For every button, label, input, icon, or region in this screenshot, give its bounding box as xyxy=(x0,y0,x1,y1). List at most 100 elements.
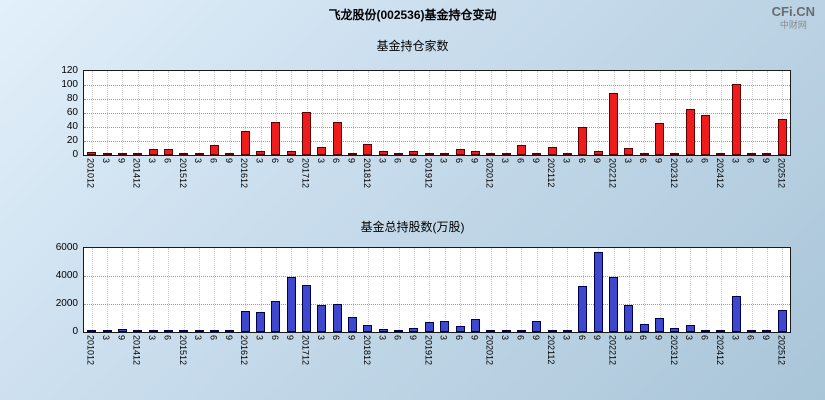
x-tick-slot: 201712 xyxy=(298,158,313,202)
bar-201512 xyxy=(179,153,189,155)
x-tick-slot: 3 xyxy=(436,335,451,379)
bar-3 xyxy=(256,151,265,155)
x-tick-label: 6 xyxy=(638,335,649,341)
x-tick-slot: 3 xyxy=(190,158,205,202)
x-tick-slot: 6 xyxy=(206,158,221,202)
vertical-grid-line xyxy=(337,71,339,155)
x-tick-label: 201512 xyxy=(177,158,188,189)
horizontal-grid-line xyxy=(84,276,790,277)
x-tick-slot: 3 xyxy=(497,158,512,202)
vertical-grid-line xyxy=(582,71,584,155)
x-tick-label: 201712 xyxy=(300,158,311,189)
x-tick-slot: 6 xyxy=(574,335,589,379)
x-tick-slot: 6 xyxy=(513,158,528,202)
bar-6 xyxy=(271,122,281,155)
x-tick-label: 3 xyxy=(438,158,449,164)
cfi-brand-logo: CFi.CN xyxy=(771,4,815,19)
x-tick-label: 3 xyxy=(684,158,695,164)
bar-6 xyxy=(639,153,649,155)
x-tick-slot: 9 xyxy=(405,158,420,202)
x-tick-label: 3 xyxy=(500,158,511,164)
bar-9 xyxy=(117,153,127,155)
x-tick-slot: 9 xyxy=(589,158,604,202)
vertical-grid-line xyxy=(720,248,722,332)
x-tick-slot: 202312 xyxy=(666,158,681,202)
bar-6 xyxy=(578,286,588,332)
x-tick-slot: 3 xyxy=(375,158,390,202)
x-tick-slot: 9 xyxy=(283,335,298,379)
x-tick-label: 6 xyxy=(454,335,465,341)
x-tick-label: 3 xyxy=(561,158,572,164)
x-tick-slot: 6 xyxy=(329,158,344,202)
x-tick-label: 202012 xyxy=(484,158,495,189)
bar-201412 xyxy=(133,153,143,155)
x-tick-slot: 3 xyxy=(98,158,113,202)
bar-201012 xyxy=(87,330,97,332)
y-tick-label: 4000 xyxy=(55,270,78,281)
vertical-grid-line xyxy=(153,71,155,155)
bar-3 xyxy=(624,305,634,332)
vertical-grid-line xyxy=(460,71,462,155)
bar-3 xyxy=(731,84,741,155)
x-tick-label: 202112 xyxy=(546,335,557,365)
x-tick-slot: 201412 xyxy=(129,335,144,379)
x-tick-slot: 6 xyxy=(743,335,758,379)
bar-3 xyxy=(562,153,572,155)
y-tick-label: 80 xyxy=(66,93,78,104)
vertical-grid-line xyxy=(107,71,109,155)
x-tick-slot: 201512 xyxy=(175,158,190,202)
x-tick-label: 202312 xyxy=(668,335,679,366)
vertical-grid-line xyxy=(122,248,124,332)
x-tick-label: 6 xyxy=(638,158,649,164)
vertical-grid-line xyxy=(321,71,323,155)
x-tick-label: 3 xyxy=(315,335,326,341)
vertical-grid-line xyxy=(521,248,523,332)
x-tick-slot: 9 xyxy=(221,158,236,202)
x-tick-label: 202512 xyxy=(776,158,787,189)
vertical-grid-line xyxy=(766,71,768,155)
x-tick-slot: 202512 xyxy=(774,335,789,379)
x-tick-slot: 202212 xyxy=(605,158,620,202)
bar-3 xyxy=(256,312,265,332)
x-tick-label: 3 xyxy=(730,335,741,341)
x-tick-slot: 6 xyxy=(206,335,221,379)
vertical-grid-line xyxy=(199,71,201,155)
x-tick-slot: 9 xyxy=(344,158,359,202)
x-tick-label: 9 xyxy=(530,158,541,164)
vertical-grid-line xyxy=(720,71,722,155)
x-tick-label: 3 xyxy=(101,158,112,164)
bar-6 xyxy=(516,330,526,332)
x-tick-slot: 3 xyxy=(620,158,635,202)
x-tick-label: 6 xyxy=(208,158,219,164)
x-tick-label: 3 xyxy=(730,158,741,164)
x-tick-label: 9 xyxy=(760,158,771,164)
vertical-grid-line xyxy=(674,71,676,155)
bar-202112 xyxy=(547,147,557,155)
vertical-grid-line xyxy=(260,248,262,332)
vertical-grid-line xyxy=(475,248,477,332)
x-tick-slot: 3 xyxy=(144,158,159,202)
vertical-grid-line xyxy=(337,248,339,332)
x-tick-label: 9 xyxy=(346,335,357,341)
bar-6 xyxy=(394,330,404,332)
x-tick-label: 3 xyxy=(193,158,204,164)
bar-3 xyxy=(378,329,388,332)
bar-201912 xyxy=(424,322,434,332)
x-tick-label: 201912 xyxy=(423,158,434,189)
x-tick-slot: 6 xyxy=(697,158,712,202)
vertical-grid-line xyxy=(137,248,139,332)
bar-6 xyxy=(701,330,711,332)
bar-9 xyxy=(532,321,542,332)
bar-201612 xyxy=(240,131,250,155)
x-tick-slot: 201612 xyxy=(236,335,251,379)
bar-3 xyxy=(194,153,204,155)
bar-202212 xyxy=(609,93,618,155)
bar-3 xyxy=(378,151,388,155)
x-tick-label: 201412 xyxy=(131,158,142,189)
x-tick-slot: 3 xyxy=(682,335,697,379)
x-tick-slot: 3 xyxy=(313,335,328,379)
bar-9 xyxy=(655,123,665,155)
x-tick-slot: 202012 xyxy=(482,335,497,379)
horizontal-grid-line xyxy=(84,127,790,128)
fund-shares-plot-area xyxy=(83,247,791,333)
